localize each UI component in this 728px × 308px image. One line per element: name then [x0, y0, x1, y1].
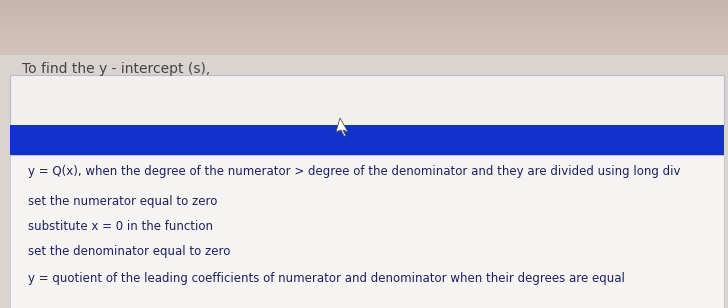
Text: set the numerator equal to zero: set the numerator equal to zero: [28, 195, 218, 208]
Bar: [10, 125, 724, 155]
Text: substitute x = 0 in the function: substitute x = 0 in the function: [28, 220, 213, 233]
Polygon shape: [336, 118, 348, 136]
Text: To find the y - intercept (s),: To find the y - intercept (s),: [22, 62, 210, 76]
Text: y = quotient of the leading coefficients of numerator and denominator when their: y = quotient of the leading coefficients…: [28, 272, 625, 285]
Bar: [10, 75, 724, 125]
Text: y = Q(x), when the degree of the numerator > degree of the denominator and they : y = Q(x), when the degree of the numerat…: [28, 165, 681, 178]
Text: set the denominator equal to zero: set the denominator equal to zero: [28, 245, 230, 258]
Bar: [10, 155, 724, 308]
